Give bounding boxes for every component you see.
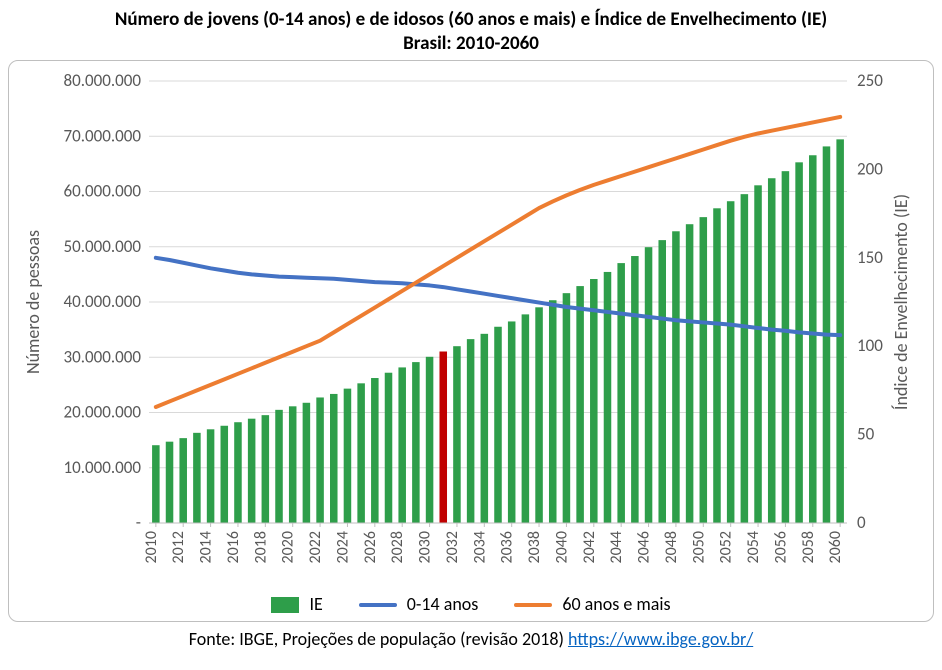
svg-text:2014: 2014	[197, 531, 216, 563]
svg-text:2016: 2016	[224, 531, 243, 563]
source-footer: Fonte: IBGE, Projeções de população (rev…	[8, 628, 934, 650]
legend-label-young: 0-14 anos	[407, 593, 479, 615]
svg-text:2018: 2018	[251, 531, 270, 563]
svg-text:2034: 2034	[470, 531, 489, 563]
footer-link[interactable]: https://www.ibge.gov.br/	[568, 628, 753, 650]
footer-text: Fonte: IBGE, Projeções de população (rev…	[189, 628, 568, 650]
svg-text:2010: 2010	[142, 531, 161, 563]
svg-text:60.000.000: 60.000.000	[63, 180, 141, 201]
svg-text:2048: 2048	[662, 531, 681, 563]
svg-text:10.000.000: 10.000.000	[63, 456, 141, 477]
svg-text:150: 150	[857, 246, 883, 267]
svg-text:2026: 2026	[361, 531, 380, 563]
svg-text:30.000.000: 30.000.000	[63, 346, 141, 367]
svg-text:70.000.000: 70.000.000	[63, 125, 141, 146]
svg-text:2030: 2030	[416, 531, 435, 563]
svg-text:2060: 2060	[826, 531, 845, 563]
legend-swatch-old	[514, 603, 552, 607]
legend-item-ie: IE	[271, 593, 322, 615]
svg-text:50: 50	[857, 423, 875, 444]
svg-text:Número de pessoas: Número de pessoas	[22, 229, 44, 373]
svg-text:2012: 2012	[169, 531, 188, 563]
svg-text:2054: 2054	[744, 531, 763, 563]
svg-text:2040: 2040	[552, 531, 571, 563]
svg-text:2028: 2028	[388, 531, 407, 563]
svg-text:250: 250	[857, 70, 883, 91]
plot-svg: - 10.000.000 20.000.000 30.000.000 40.000.00…	[19, 67, 923, 585]
svg-text:2044: 2044	[607, 531, 626, 563]
svg-text:2058: 2058	[799, 531, 818, 563]
svg-text:50.000.000: 50.000.000	[63, 235, 141, 256]
title-line-2: Brasil: 2010-2060	[8, 32, 934, 56]
svg-text:40.000.000: 40.000.000	[63, 291, 141, 312]
legend-item-young: 0-14 anos	[359, 593, 479, 615]
chart-container: Número de jovens (0-14 anos) e de idosos…	[8, 8, 934, 650]
legend-swatch-young	[359, 603, 397, 607]
svg-text:Índice de Envelhecimento (IE): Índice de Envelhecimento (IE)	[890, 193, 912, 409]
chart-title: Número de jovens (0-14 anos) e de idosos…	[8, 8, 934, 56]
svg-text:2038: 2038	[525, 531, 544, 563]
svg-text:2052: 2052	[717, 531, 736, 563]
svg-text:2046: 2046	[635, 531, 654, 563]
svg-text:2056: 2056	[771, 531, 790, 563]
legend: IE 0-14 anos 60 anos e mais	[19, 593, 923, 615]
svg-text:2022: 2022	[306, 531, 325, 563]
legend-label-old: 60 anos e mais	[562, 593, 670, 615]
svg-text:2042: 2042	[580, 531, 599, 563]
svg-text:2050: 2050	[689, 531, 708, 563]
legend-label-ie: IE	[309, 593, 322, 615]
svg-text:2024: 2024	[333, 531, 352, 563]
title-line-1: Número de jovens (0-14 anos) e de idosos…	[8, 8, 934, 32]
svg-text:2036: 2036	[498, 531, 517, 563]
plot-area-border: - 10.000.000 20.000.000 30.000.000 40.000.00…	[8, 60, 934, 622]
svg-text:2032: 2032	[443, 531, 462, 563]
svg-text:200: 200	[857, 158, 883, 179]
svg-text:0: 0	[857, 512, 866, 533]
legend-item-old: 60 anos e mais	[514, 593, 670, 615]
svg-text:100: 100	[857, 335, 883, 356]
svg-text:20.000.000: 20.000.000	[63, 401, 141, 422]
legend-swatch-ie	[271, 597, 299, 613]
svg-text:80.000.000: 80.000.000	[63, 70, 141, 91]
svg-text:2020: 2020	[279, 531, 298, 563]
svg-text:-: -	[136, 512, 141, 533]
